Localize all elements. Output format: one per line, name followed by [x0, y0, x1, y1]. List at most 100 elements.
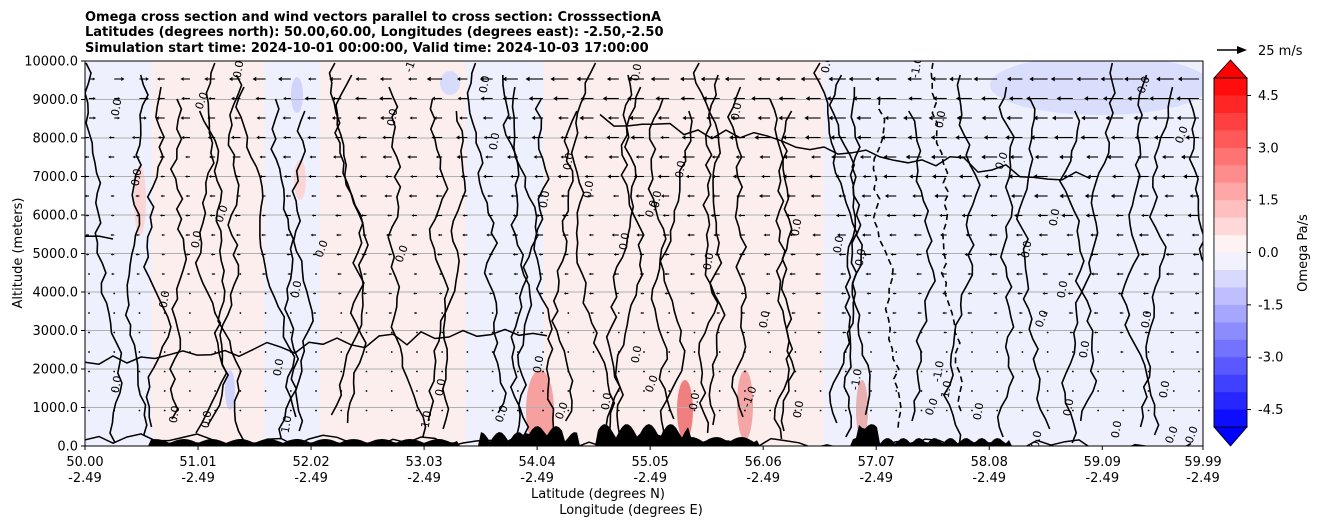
- wind-vector: [794, 331, 797, 334]
- wind-vector-head: [355, 76, 359, 82]
- wind-vector: [516, 351, 519, 353]
- wind-vector-head: [335, 136, 338, 139]
- wind-vector: [870, 351, 872, 353]
- wind-vector-head: [931, 76, 936, 82]
- wind-vector-head: [135, 253, 138, 256]
- contour-line: [1058, 110, 1098, 422]
- wind-vector-head: [606, 76, 611, 82]
- wind-vector-head: [732, 174, 737, 179]
- wind-vector-head: [161, 233, 164, 237]
- wind-vector-head: [408, 194, 412, 198]
- wind-vector-head: [1090, 233, 1094, 237]
- wind-vector-head: [456, 77, 461, 81]
- wind-vector: [113, 331, 116, 334]
- wind-vector: [592, 390, 595, 392]
- contour-line: [1188, 98, 1203, 263]
- wind-vector: [617, 370, 620, 373]
- wind-vector-head: [884, 115, 889, 121]
- colorbar: -4.5 -3.0 -1.5 0.0 1.5 3.0 4.5 Omega Pa/s: [1213, 59, 1311, 447]
- wind-vector-head: [608, 155, 612, 159]
- wind-vector-head: [284, 214, 288, 217]
- wind-vector: [693, 390, 696, 392]
- wind-vector-head: [413, 292, 416, 295]
- wind-vector-head: [480, 96, 485, 101]
- wind-vector-head: [715, 292, 718, 295]
- wind-vector: [1122, 409, 1125, 412]
- wind-vector-head: [110, 194, 113, 198]
- colorbar-band: [1214, 78, 1247, 96]
- wind-vector-head: [335, 214, 338, 217]
- wind-vector-head: [711, 194, 715, 198]
- wind-vector-head: [983, 135, 988, 140]
- wind-vector-head: [942, 311, 945, 315]
- contour-line: [85, 62, 123, 444]
- wind-vector-head: [992, 292, 995, 295]
- wind-vector: [718, 409, 721, 412]
- wind-vector-head: [525, 76, 530, 82]
- colorbar-tick-label: 0.0: [1258, 246, 1279, 261]
- wind-vector-head: [108, 136, 112, 139]
- wind-vector-head: [1005, 135, 1010, 140]
- wind-vector: [1021, 370, 1024, 373]
- wind-vector-head: [1115, 213, 1119, 218]
- colorbar-tick-label: -4.5: [1258, 403, 1283, 418]
- wind-vector: [289, 409, 292, 412]
- wind-vector-head: [861, 233, 865, 237]
- colorbar-tick-label: 4.5: [1258, 89, 1279, 104]
- wind-vector-head: [1053, 135, 1058, 140]
- wind-vector-head: [588, 292, 592, 295]
- wind-vector-head: [363, 272, 365, 276]
- wind-vector-head: [828, 115, 833, 121]
- wind-vector-head: [1170, 350, 1173, 354]
- wind-vector-head: [664, 253, 667, 256]
- wind-vector-head: [431, 96, 435, 101]
- wind-vector-head: [943, 331, 946, 334]
- wind-vector-head: [1156, 76, 1161, 82]
- wind-vector-head: [959, 174, 963, 179]
- contour-line: [605, 86, 642, 428]
- y-tick-label: 10000.0: [24, 55, 78, 70]
- contour-label: 1.0: [419, 410, 435, 429]
- wind-vector: [214, 351, 217, 353]
- wind-vector-head: [510, 194, 514, 198]
- wind-vector-head: [713, 233, 716, 237]
- wind-vector-head: [804, 115, 809, 121]
- wind-vector-head: [185, 253, 188, 256]
- wind-vector-head: [462, 253, 465, 256]
- wind-vector: [289, 370, 292, 373]
- wind-vector-head: [536, 233, 539, 237]
- contour-line: [813, 62, 858, 424]
- wind-vector-head: [553, 96, 558, 101]
- wind-vector-head: [145, 96, 150, 101]
- contour-line: [692, 62, 723, 434]
- wind-vector-head: [436, 253, 440, 256]
- wind-vector-head: [487, 194, 490, 198]
- wind-vector-head: [459, 116, 463, 120]
- wind-vector-head: [767, 311, 769, 315]
- wind-vector-head: [690, 292, 693, 295]
- wind-vector-head: [431, 135, 435, 140]
- contour-line: [143, 86, 172, 428]
- chart-title-line-2: Latitudes (degrees north): 50.00,60.00, …: [85, 25, 664, 40]
- wind-vector-head: [691, 311, 694, 315]
- contour-label: 0.0: [385, 108, 401, 127]
- wind-vector: [138, 292, 141, 295]
- wind-vector-head: [462, 214, 465, 217]
- wind-vector-head: [382, 155, 386, 159]
- wind-vector: [1097, 351, 1099, 353]
- wind-vector: [264, 312, 267, 314]
- wind-vector-head: [1176, 96, 1181, 101]
- wind-vector: [113, 351, 116, 353]
- wind-vector: [895, 370, 898, 373]
- wind-vector-head: [741, 331, 744, 334]
- y-axis: 0.0 1000.0 2000.0 3000.0 4000.0 5000.0 6000.0 7…: [24, 55, 85, 455]
- wind-vector: [113, 370, 116, 373]
- wind-vector-head: [886, 213, 890, 218]
- wind-vector-head: [563, 292, 566, 295]
- wind-vector-head: [817, 331, 819, 334]
- wind-vector-head: [311, 194, 314, 198]
- wind-vector-head: [207, 116, 211, 120]
- wind-vector-head: [1066, 253, 1069, 256]
- wind-vector-head: [204, 76, 208, 82]
